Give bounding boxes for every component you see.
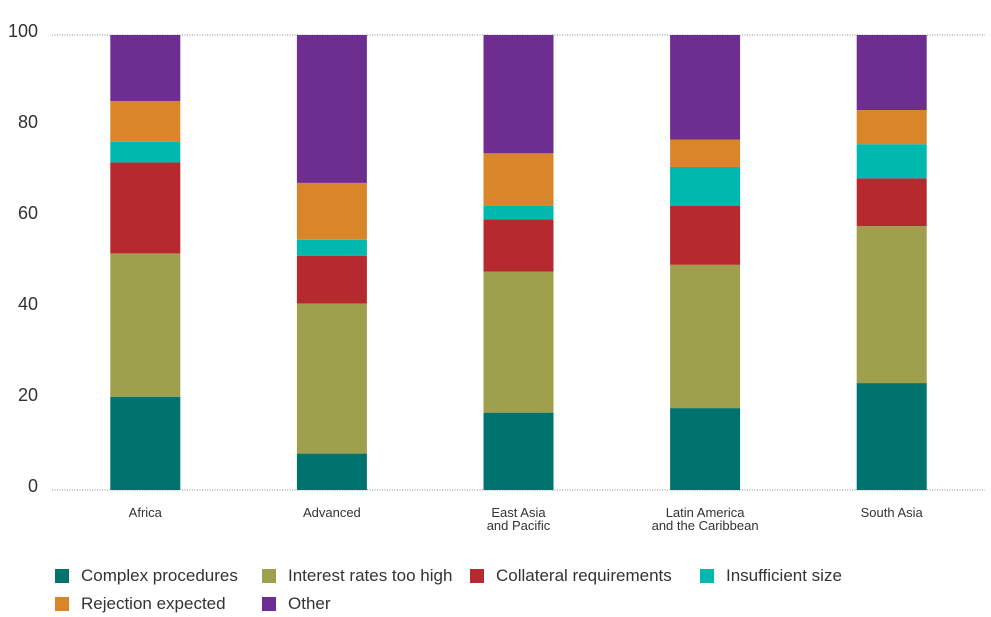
- bar-segment: [483, 35, 554, 154]
- bar-segment: [670, 166, 741, 206]
- legend-item: Insufficient size: [700, 566, 842, 586]
- bar-segment: [110, 100, 181, 142]
- bar-segment: [670, 139, 741, 167]
- legend-swatch: [700, 569, 714, 583]
- bar-segment: [483, 153, 554, 206]
- legend-swatch: [470, 569, 484, 583]
- legend-label: Complex procedures: [81, 566, 238, 585]
- bar-segment: [670, 205, 741, 265]
- bar-segment: [110, 253, 181, 397]
- bar-segment: [110, 162, 181, 254]
- legend-label: Insufficient size: [726, 566, 842, 585]
- y-tick-label: 20: [18, 385, 38, 405]
- legend-item: Rejection expected: [55, 594, 226, 614]
- x-tick-label: Africa: [128, 505, 162, 520]
- bar-segment: [856, 110, 927, 145]
- bar-segment: [483, 271, 554, 413]
- bar-segment: [856, 226, 927, 384]
- legend-label: Collateral requirements: [496, 566, 672, 585]
- x-tick-label: South Asia: [860, 505, 923, 520]
- x-tick-label: Latin America and the Caribbean: [651, 505, 759, 533]
- bar-segment: [670, 264, 741, 409]
- legend-label: Other: [288, 594, 331, 613]
- bar-segment: [670, 35, 741, 140]
- bar-segment: [483, 412, 554, 490]
- legend-item: Other: [262, 594, 331, 614]
- y-tick-label: 0: [28, 476, 38, 496]
- bar-segment: [110, 35, 181, 101]
- bar-segment: [296, 255, 367, 304]
- bar-segment: [483, 205, 554, 220]
- y-tick-label: 80: [18, 112, 38, 132]
- bar-segment: [856, 383, 927, 490]
- bar-segment: [856, 144, 927, 179]
- legend-swatch: [55, 597, 69, 611]
- legend-label: Rejection expected: [81, 594, 226, 613]
- legend-item: Complex procedures: [55, 566, 238, 586]
- bar-segment: [296, 182, 367, 240]
- x-tick-label: Advanced: [302, 505, 361, 520]
- bar-segment: [110, 396, 181, 490]
- legend-item: Interest rates too high: [262, 566, 452, 586]
- legend-swatch: [55, 569, 69, 583]
- bar-segment: [856, 35, 927, 111]
- legend-swatch: [262, 597, 276, 611]
- bar-segment: [296, 303, 367, 454]
- bar-segment: [110, 141, 181, 163]
- bar-segment: [296, 239, 367, 256]
- y-tick-label: 100: [8, 21, 38, 41]
- legend-swatch: [262, 569, 276, 583]
- bar-segment: [296, 453, 367, 490]
- x-tick-label: East Asia and Pacific: [486, 505, 551, 533]
- y-tick-label: 60: [18, 203, 38, 223]
- bar-segment: [670, 408, 741, 490]
- bar-segment: [856, 178, 927, 227]
- legend-item: Collateral requirements: [470, 566, 672, 586]
- bar-segment: [483, 219, 554, 272]
- legend-label: Interest rates too high: [288, 566, 453, 585]
- y-tick-label: 40: [18, 294, 38, 314]
- bar-segment: [296, 35, 367, 183]
